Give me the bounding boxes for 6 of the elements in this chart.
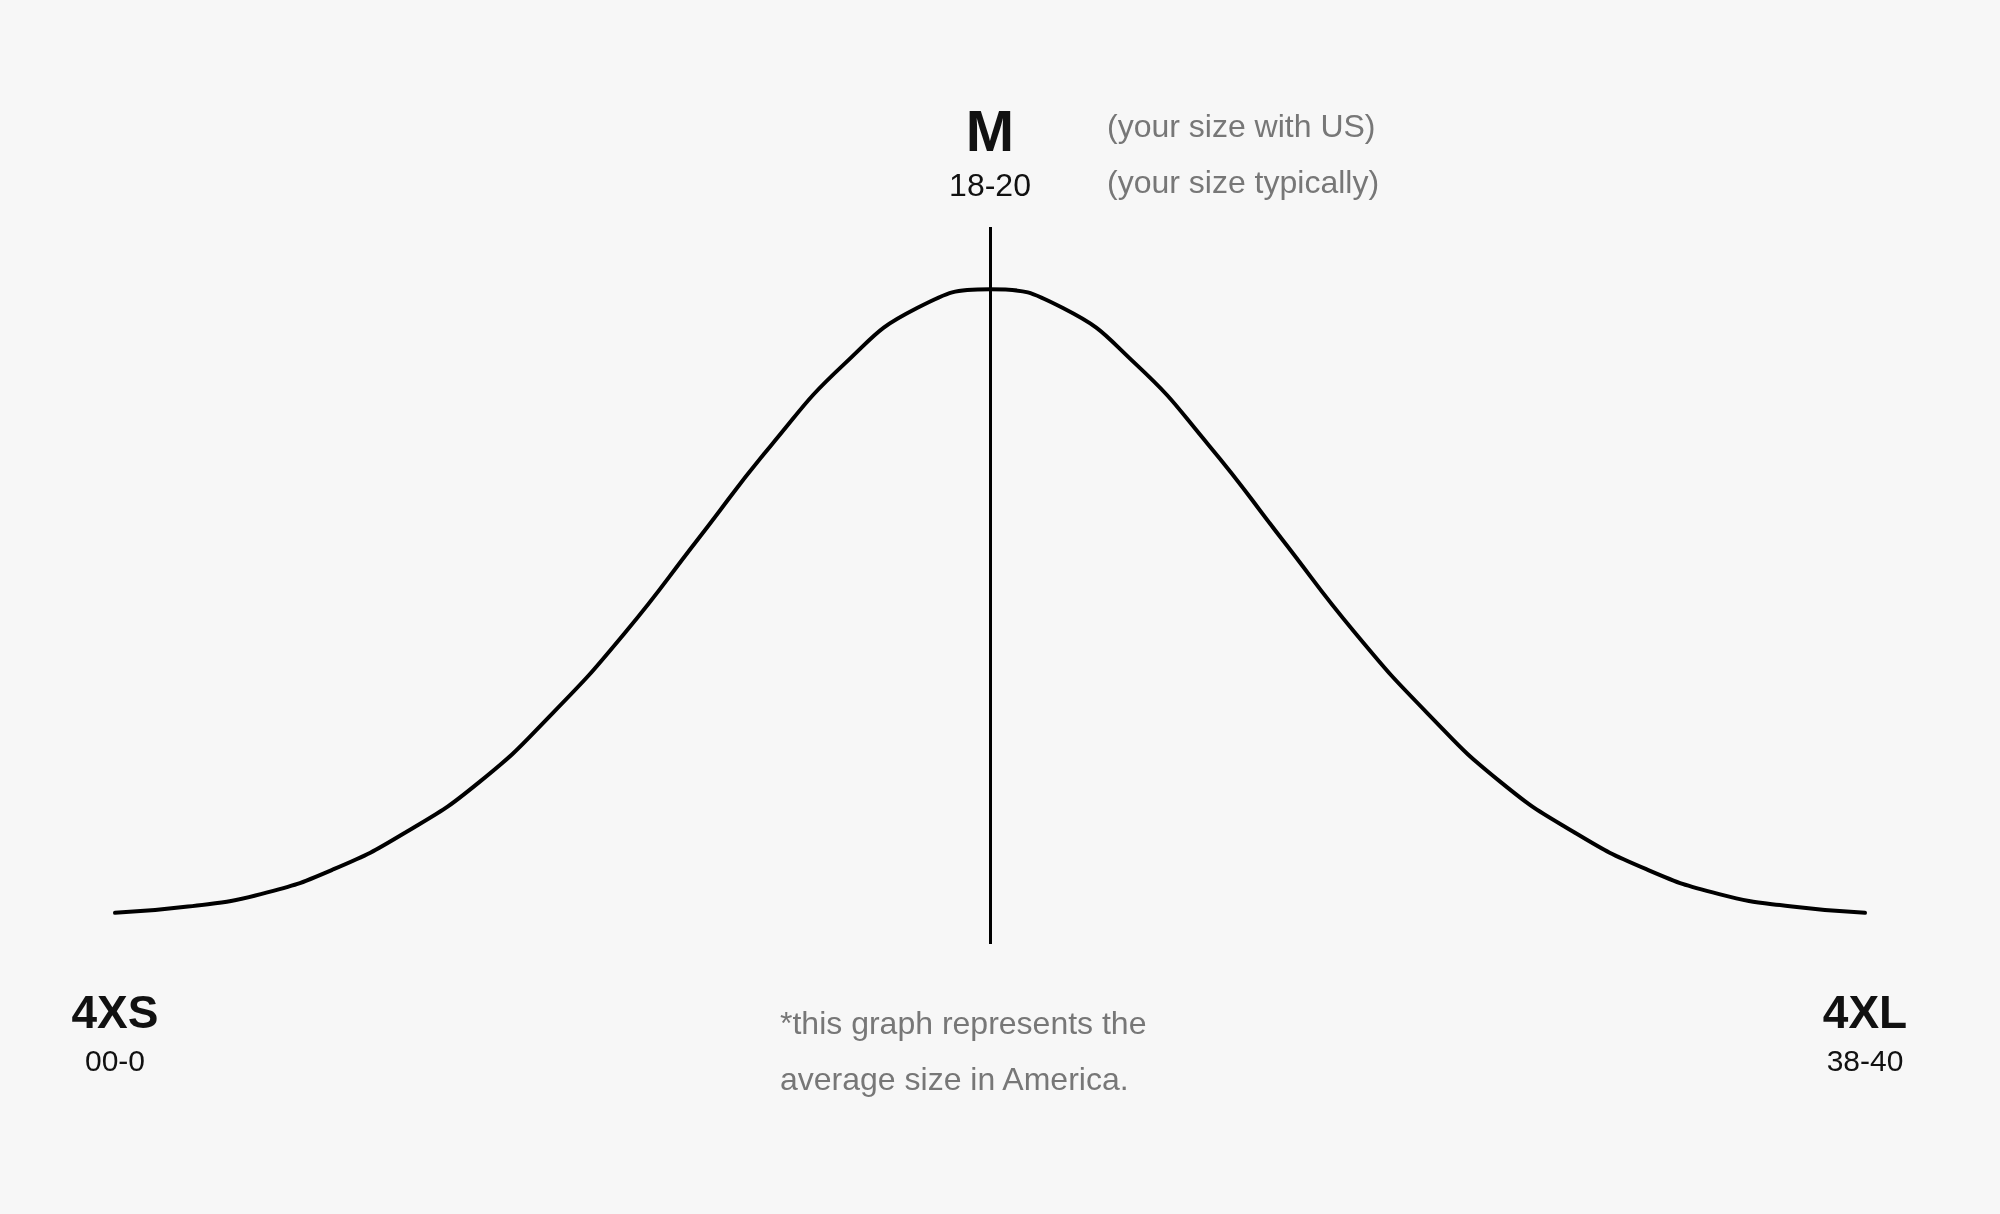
text: (your size typically) (1107, 164, 1380, 200)
x-tick-label: 4XL 38-40 (1822, 986, 1908, 1077)
text: *this graph represents the average size in America. (780, 1005, 1156, 1097)
x-tick-label: 4XS 00-0 (71, 986, 159, 1077)
x-tick-label: M 18-20 (949, 97, 1031, 203)
text: (your size with US) (1107, 108, 1376, 144)
